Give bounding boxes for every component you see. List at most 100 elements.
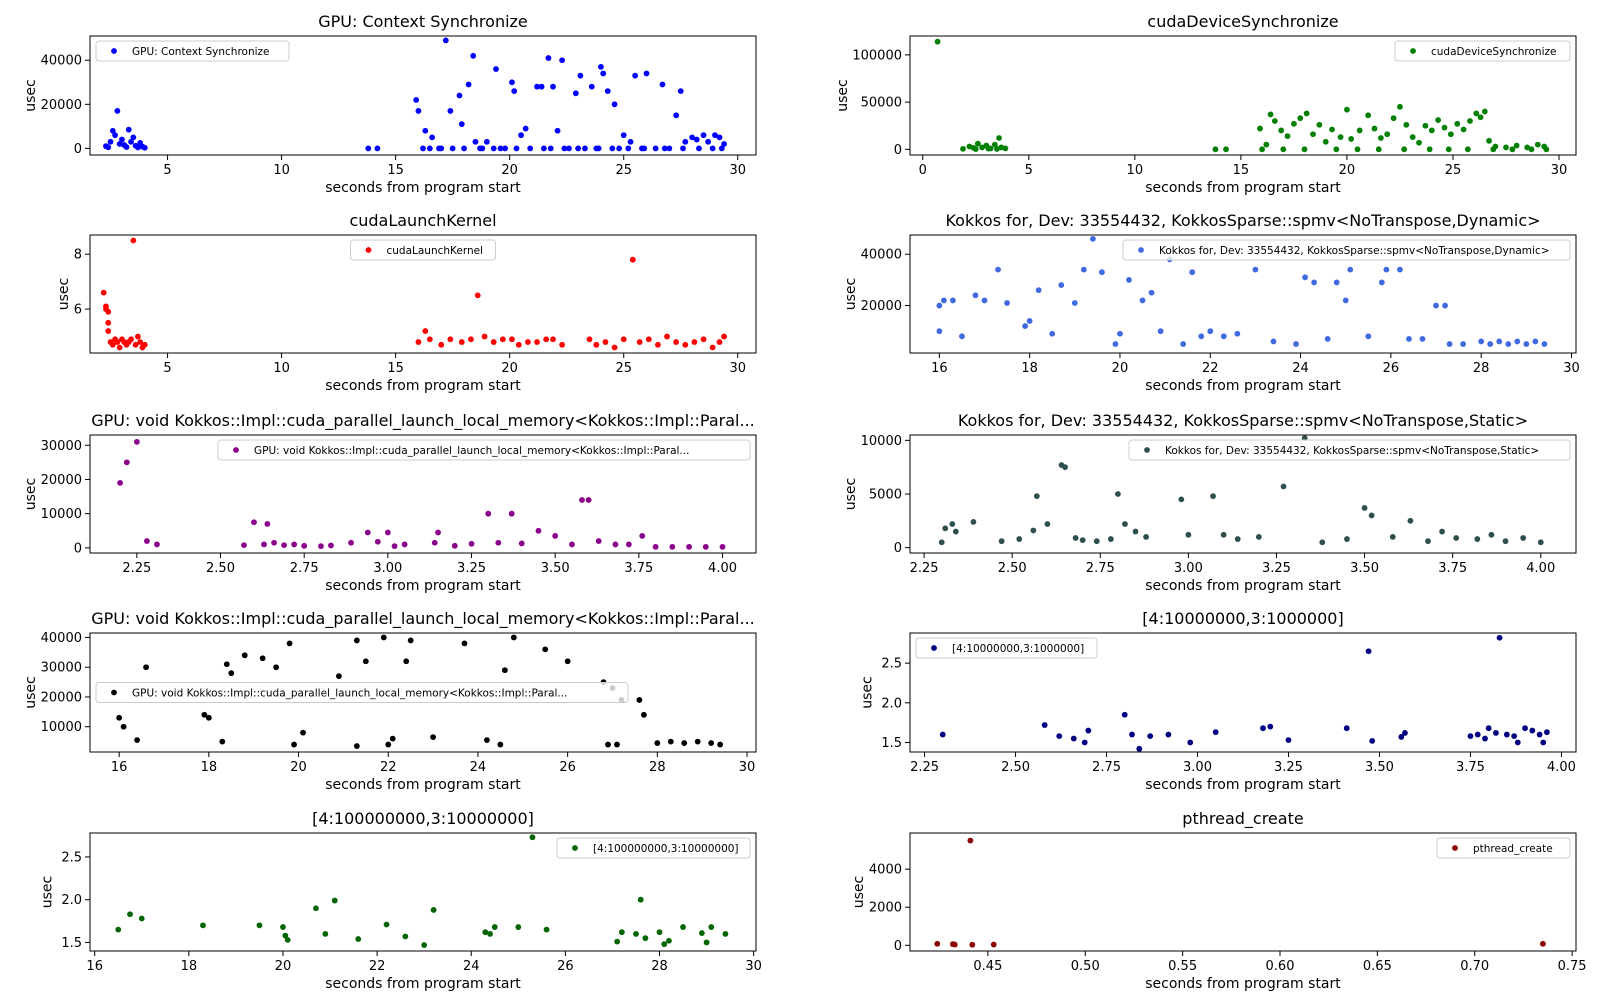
x-axis-label: seconds from program start	[1145, 180, 1341, 196]
legend-label: Kokkos for, Dev: 33554432, KokkosSparse:…	[1165, 445, 1539, 457]
x-tick-label: 15	[387, 361, 404, 376]
data-point	[282, 932, 289, 939]
data-point	[116, 714, 123, 721]
data-point	[661, 941, 668, 948]
legend-label: GPU: Context Synchronize	[132, 46, 270, 58]
data-point	[1425, 538, 1431, 545]
data-point	[680, 924, 686, 930]
x-tick-label: 2.25	[122, 561, 151, 576]
data-point	[1056, 733, 1063, 740]
data-point	[1319, 539, 1326, 546]
x-tick-label: 3.25	[457, 561, 486, 576]
data-point	[114, 108, 121, 114]
data-point	[616, 145, 623, 152]
x-tick-label: 0.60	[1266, 959, 1295, 974]
data-point	[449, 145, 456, 152]
data-point	[442, 37, 449, 44]
data-point	[967, 837, 974, 844]
legend-marker	[1410, 48, 1416, 54]
data-points	[934, 837, 1546, 948]
data-point	[1522, 725, 1528, 732]
data-point	[1534, 141, 1541, 148]
y-tick-label: 0	[894, 143, 902, 158]
data-point	[627, 138, 634, 145]
data-point	[1419, 335, 1426, 342]
y-tick-label: 0	[74, 541, 82, 556]
data-point	[1453, 535, 1460, 541]
data-point	[1513, 142, 1520, 149]
x-tick-label: 2.50	[206, 561, 235, 576]
data-point	[1528, 146, 1535, 153]
data-point	[430, 734, 436, 741]
y-axis-label: usec	[23, 676, 39, 708]
legend: GPU: void Kokkos::Impl::cuda_parallel_la…	[95, 682, 629, 703]
data-point	[534, 339, 540, 345]
data-point	[611, 101, 618, 108]
x-tick-label: 18	[201, 760, 218, 775]
data-point	[374, 145, 381, 152]
data-point	[1523, 341, 1530, 347]
data-point	[936, 328, 943, 335]
data-point	[1416, 139, 1422, 146]
x-axis-label: seconds from program start	[325, 578, 521, 594]
data-point	[564, 658, 571, 665]
data-point	[717, 741, 724, 748]
data-point	[1026, 318, 1033, 324]
data-points	[115, 834, 729, 948]
data-point	[540, 145, 547, 152]
data-point	[1187, 739, 1194, 746]
data-point	[116, 344, 123, 351]
data-point	[1220, 531, 1227, 538]
y-tick-label: 30000	[41, 439, 82, 454]
data-point	[1389, 534, 1396, 540]
x-tick-label: 20	[275, 959, 292, 974]
x-tick-label: 30	[745, 959, 762, 974]
data-point	[490, 339, 497, 345]
legend-box	[1394, 40, 1571, 62]
data-point	[291, 741, 297, 748]
data-point	[362, 658, 369, 665]
data-point	[1435, 117, 1442, 123]
chart-title: GPU: void Kokkos::Impl::cuda_parallel_la…	[91, 411, 755, 431]
data-point	[1409, 134, 1416, 140]
data-point	[1058, 282, 1065, 288]
data-point	[1129, 731, 1135, 738]
data-point	[447, 336, 454, 343]
data-point	[1478, 338, 1485, 345]
chart-title: pthread_create	[1182, 809, 1303, 829]
data-point	[575, 145, 581, 152]
data-point	[1482, 735, 1488, 742]
data-point	[127, 911, 133, 918]
data-point	[700, 132, 707, 139]
data-point	[721, 141, 727, 147]
x-tick-label: 2.50	[1001, 760, 1030, 775]
x-tick-label: 3.50	[541, 561, 570, 576]
x-tick-label: 5	[1025, 163, 1033, 178]
data-point	[716, 134, 723, 141]
data-point	[721, 333, 727, 340]
data-point	[934, 38, 941, 45]
data-point	[1365, 333, 1372, 340]
y-tick-label: 40000	[861, 248, 902, 263]
data-point	[694, 738, 701, 745]
data-point	[219, 738, 226, 745]
plot-frame	[89, 434, 757, 554]
data-point	[959, 333, 965, 340]
data-point	[1537, 539, 1544, 546]
data-point	[691, 339, 698, 345]
data-point	[470, 52, 477, 59]
data-point	[1543, 146, 1550, 153]
x-tick-label: 20	[501, 361, 518, 376]
data-point	[538, 83, 545, 90]
data-point	[365, 145, 372, 152]
data-point	[1474, 731, 1481, 738]
data-point	[1022, 323, 1029, 329]
y-axis-label: usec	[39, 876, 55, 908]
data-point	[200, 922, 206, 929]
data-point	[666, 145, 673, 152]
data-point	[1035, 287, 1042, 294]
data-point	[1503, 731, 1510, 738]
data-point	[479, 145, 486, 152]
x-tick-label: 15	[1233, 163, 1250, 178]
data-point	[116, 141, 123, 147]
